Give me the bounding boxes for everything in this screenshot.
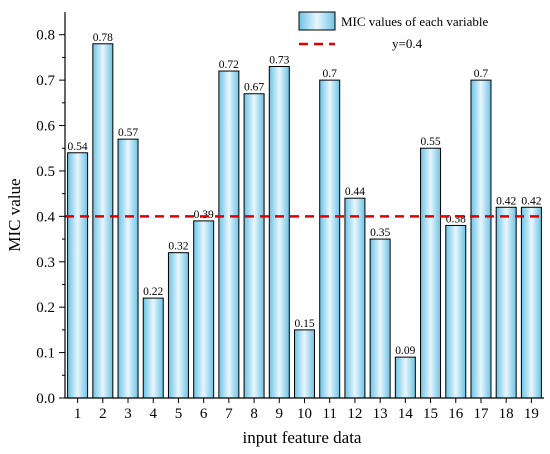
data-label-13: 0.35 bbox=[370, 227, 390, 239]
legend-label-line: y=0.4 bbox=[392, 36, 423, 51]
y-tick-label: 0.5 bbox=[36, 164, 55, 180]
data-label-5: 0.32 bbox=[168, 241, 188, 253]
bar-12 bbox=[344, 197, 366, 399]
data-label-8: 0.67 bbox=[244, 82, 264, 94]
data-label-1: 0.54 bbox=[68, 141, 88, 153]
x-tick-label: 1 bbox=[74, 406, 82, 422]
data-label-4: 0.22 bbox=[143, 286, 163, 298]
x-tick-label: 3 bbox=[124, 406, 132, 422]
data-label-12: 0.44 bbox=[345, 186, 365, 198]
y-tick-label: 0.4 bbox=[36, 209, 55, 225]
x-tick-label: 2 bbox=[99, 406, 107, 422]
data-label-9: 0.73 bbox=[269, 54, 289, 66]
y-tick-label: 0.6 bbox=[36, 119, 55, 135]
x-tick-label: 10 bbox=[297, 406, 312, 422]
bar-16 bbox=[445, 224, 467, 399]
x-tick-label: 12 bbox=[347, 406, 362, 422]
bar-6 bbox=[193, 220, 215, 399]
x-tick-label: 19 bbox=[524, 406, 539, 422]
y-tick-label: 0.7 bbox=[36, 73, 55, 89]
bar-9 bbox=[268, 65, 290, 399]
bar-3 bbox=[117, 138, 139, 399]
bar-7 bbox=[218, 70, 240, 399]
bar-19 bbox=[520, 206, 542, 399]
data-label-17: 0.7 bbox=[474, 68, 489, 80]
axes-layer: 0.00.10.20.30.40.50.60.70.81 2 3 4 5 6 7 8 9 10 11… bbox=[36, 12, 544, 422]
bars-layer bbox=[67, 43, 542, 399]
bar-2 bbox=[92, 43, 114, 399]
data-labels-layer: 0.54 0.78 0.57 0.22 0.32 0.39 0.72 0.67 0.73 0.15… bbox=[68, 32, 542, 357]
x-tick-label: 4 bbox=[149, 406, 157, 422]
bar-11 bbox=[319, 79, 341, 399]
bar-8 bbox=[243, 93, 265, 399]
x-tick-label: 9 bbox=[276, 406, 284, 422]
x-tick-label: 6 bbox=[200, 406, 208, 422]
y-tick-label: 0.3 bbox=[36, 255, 55, 271]
data-label-10: 0.15 bbox=[294, 318, 314, 330]
data-label-11: 0.7 bbox=[323, 68, 338, 80]
data-label-15: 0.55 bbox=[420, 136, 440, 148]
data-label-19: 0.42 bbox=[521, 195, 541, 207]
data-label-18: 0.42 bbox=[496, 195, 516, 207]
x-axis-title: input feature data bbox=[243, 428, 362, 447]
x-tick-label: 8 bbox=[250, 406, 258, 422]
data-label-2: 0.78 bbox=[93, 32, 113, 44]
data-label-6: 0.39 bbox=[194, 209, 214, 221]
y-axis-title: MIC value bbox=[5, 178, 24, 251]
x-tick-label: 18 bbox=[499, 406, 514, 422]
y-tick-label: 0.2 bbox=[36, 300, 55, 316]
y-tick-label: 0.8 bbox=[36, 28, 55, 44]
legend: MIC values of each variable y=0.4 bbox=[298, 11, 489, 51]
bar-14 bbox=[394, 356, 416, 399]
legend-label-bars: MIC values of each variable bbox=[341, 14, 489, 29]
x-tick-label: 14 bbox=[398, 406, 414, 422]
bar-10 bbox=[294, 329, 315, 399]
x-tick-label: 16 bbox=[448, 406, 464, 422]
data-label-7: 0.72 bbox=[219, 59, 239, 71]
bar-5 bbox=[167, 252, 189, 399]
x-tick-label: 13 bbox=[373, 406, 388, 422]
bar-17 bbox=[470, 79, 492, 399]
x-tick-label: 11 bbox=[322, 406, 336, 422]
x-tick-label: 17 bbox=[473, 406, 489, 422]
bar-13 bbox=[369, 238, 391, 399]
bar-1 bbox=[67, 152, 89, 399]
x-tick-label: 15 bbox=[423, 406, 438, 422]
y-tick-label: 0.1 bbox=[36, 346, 55, 362]
bar-15 bbox=[420, 147, 442, 399]
legend-swatch-bar bbox=[298, 11, 336, 31]
data-label-14: 0.09 bbox=[395, 345, 415, 357]
bar-4 bbox=[142, 297, 164, 399]
data-label-3: 0.57 bbox=[118, 127, 138, 139]
x-tick-label: 5 bbox=[175, 406, 183, 422]
x-tick-label: 7 bbox=[225, 406, 233, 422]
bar-18 bbox=[495, 206, 517, 399]
y-tick-label: 0.0 bbox=[36, 391, 55, 407]
